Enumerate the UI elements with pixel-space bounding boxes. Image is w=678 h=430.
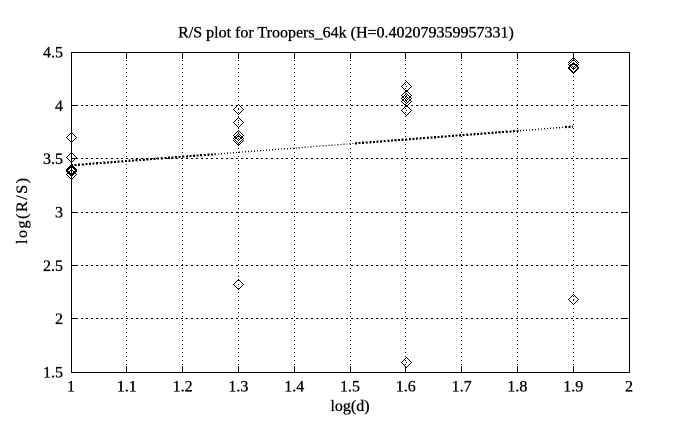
svg-text:1.9: 1.9 <box>563 379 583 396</box>
svg-text:log(d): log(d) <box>330 398 369 415</box>
svg-text:1.5: 1.5 <box>340 379 360 396</box>
svg-text:1.1: 1.1 <box>117 379 137 396</box>
svg-text:R/S plot for Troopers_64k (H=0: R/S plot for Troopers_64k (H=0.402079359… <box>178 25 514 42</box>
svg-text:1: 1 <box>67 379 75 396</box>
svg-text:1.8: 1.8 <box>507 379 527 396</box>
svg-text:2: 2 <box>55 311 63 328</box>
svg-text:1.7: 1.7 <box>452 379 472 396</box>
svg-text:4.5: 4.5 <box>43 45 63 62</box>
svg-text:2: 2 <box>625 379 633 396</box>
svg-text:1.2: 1.2 <box>173 379 193 396</box>
svg-text:1.4: 1.4 <box>284 379 304 396</box>
svg-text:1.3: 1.3 <box>228 379 248 396</box>
svg-text:3.5: 3.5 <box>43 151 63 168</box>
svg-text:1.5: 1.5 <box>43 365 63 382</box>
svg-text:log(R/S): log(R/S) <box>14 178 31 244</box>
svg-text:1.6: 1.6 <box>396 379 416 396</box>
svg-text:4: 4 <box>55 98 63 115</box>
svg-text:2.5: 2.5 <box>43 258 63 275</box>
svg-text:3: 3 <box>55 205 63 222</box>
